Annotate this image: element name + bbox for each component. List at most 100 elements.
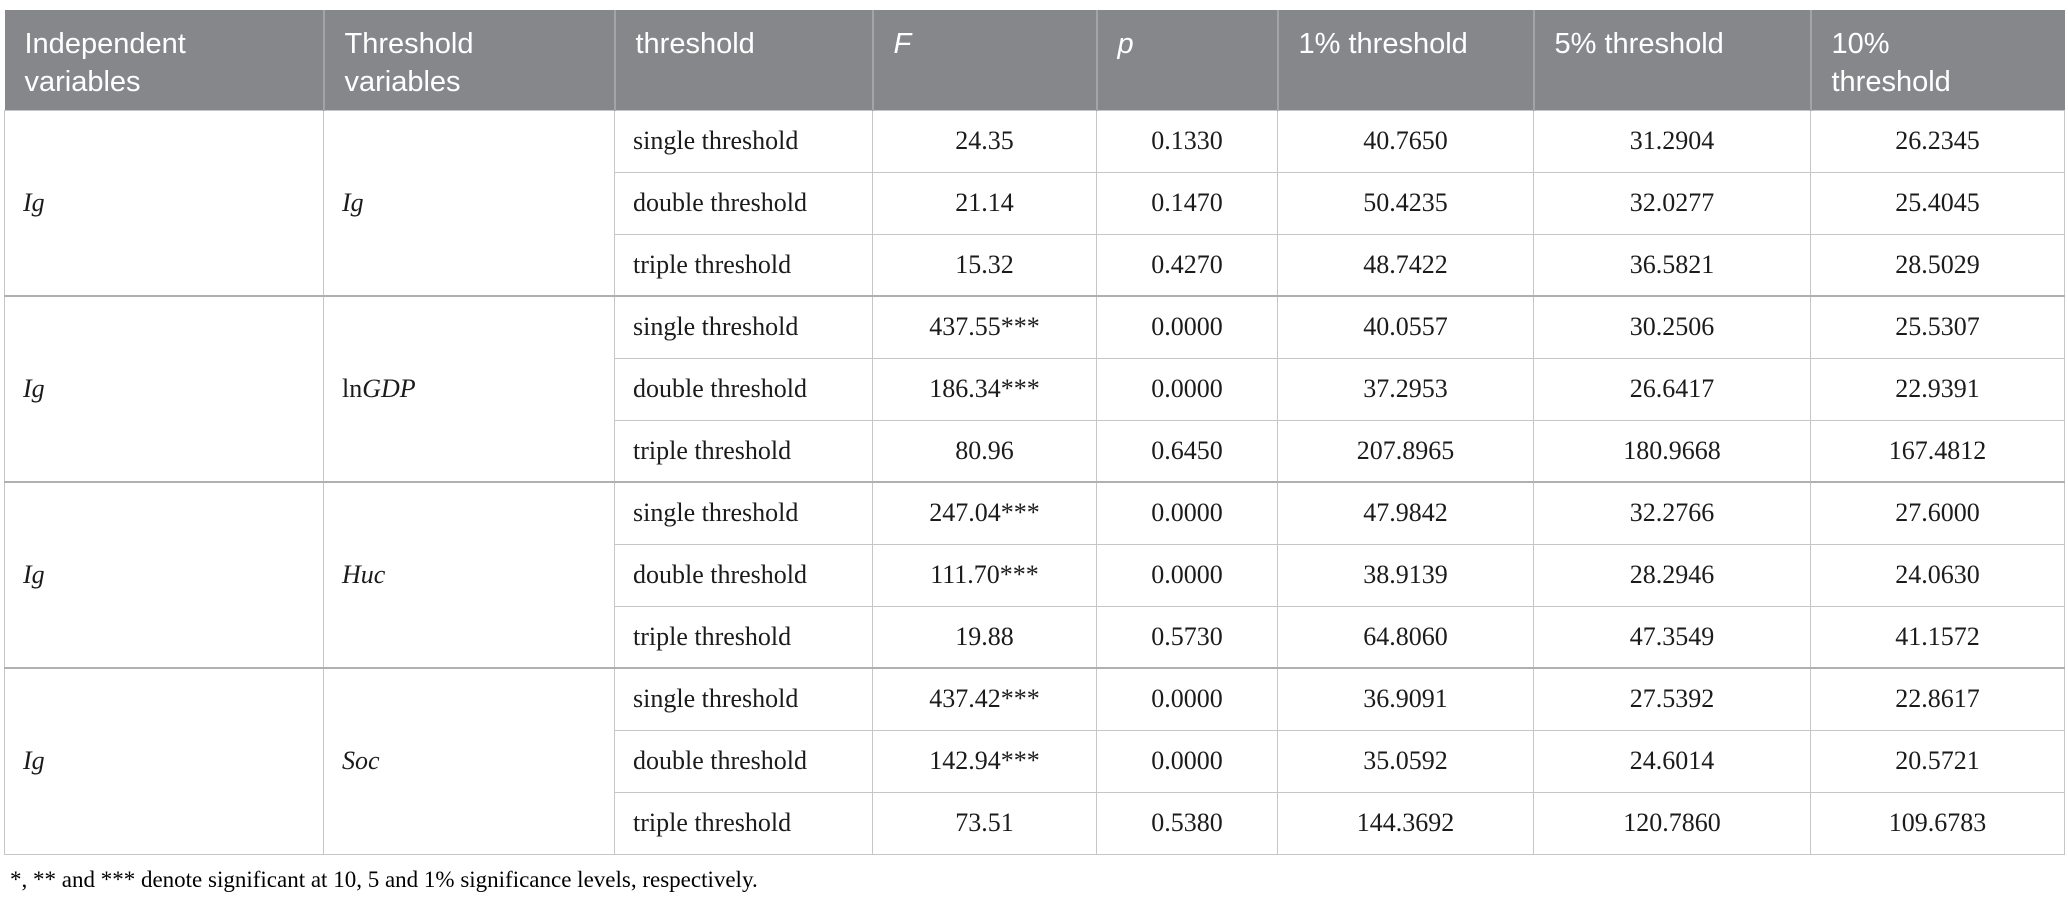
- cell-p-value: 0.0000: [1096, 481, 1278, 545]
- cell-p-value: 0.0000: [1096, 543, 1278, 607]
- cell-p-value: 0.6450: [1096, 419, 1278, 483]
- cell-threshold-10pct: 20.5721: [1810, 729, 2065, 793]
- cell-p-value: 0.0000: [1096, 729, 1278, 793]
- cell-threshold-1pct: 35.0592: [1277, 729, 1534, 793]
- cell-independent-variable: Ig: [4, 295, 324, 483]
- threshold-variable-label: Soc: [342, 746, 380, 776]
- cell-threshold-type: single threshold: [614, 667, 873, 731]
- f-label: F: [893, 28, 912, 60]
- independent-variable-label: Ig: [23, 374, 45, 403]
- cell-f-stat: 186.34***: [872, 357, 1097, 421]
- cell-threshold-10pct: 24.0630: [1810, 543, 2065, 607]
- cell-threshold-5pct: 180.9668: [1533, 419, 1811, 483]
- group-huc: Ig Huc single threshold 247.04*** 0.0000…: [4, 481, 2065, 669]
- cell-threshold-variable: Huc: [323, 481, 615, 669]
- cell-p-value: 0.0000: [1096, 295, 1278, 359]
- group-lngdp: Ig lnGDP single threshold 437.55*** 0.00…: [4, 295, 2065, 483]
- cell-f-stat: 19.88: [872, 605, 1097, 669]
- cell-f-stat: 15.32: [872, 233, 1097, 297]
- cell-threshold-1pct: 144.3692: [1277, 791, 1534, 855]
- col-header-threshold: threshold: [614, 10, 874, 110]
- cell-independent-variable: Ig: [4, 667, 324, 855]
- threshold-effect-table: Independent variables Threshold variable…: [4, 10, 2065, 855]
- table-row: double threshold 142.94*** 0.0000 35.059…: [5, 729, 2065, 793]
- cell-threshold-1pct: 40.7650: [1277, 109, 1534, 173]
- cell-threshold-type: single threshold: [614, 481, 873, 545]
- col-header-5pct-threshold: 5% threshold: [1533, 10, 1812, 110]
- cell-f-stat: 247.04***: [872, 481, 1097, 545]
- cell-threshold-variable: Soc: [323, 667, 615, 855]
- cell-threshold-5pct: 36.5821: [1533, 233, 1811, 297]
- threshold-variable-label: Huc: [342, 560, 386, 589]
- cell-threshold-5pct: 27.5392: [1533, 667, 1811, 731]
- cell-threshold-1pct: 40.0557: [1277, 295, 1534, 359]
- table-row: double threshold 21.14 0.1470 50.4235 32…: [5, 171, 2065, 235]
- cell-threshold-5pct: 47.3549: [1533, 605, 1811, 669]
- table-row: Ig lnGDP single threshold 437.55*** 0.00…: [4, 295, 2065, 483]
- group-ig: Ig Ig single threshold 24.35 0.1330 40.7…: [4, 109, 2065, 297]
- cell-p-value: 0.5730: [1096, 605, 1278, 669]
- cell-threshold-type: double threshold: [614, 729, 873, 793]
- cell-threshold-5pct: 30.2506: [1533, 295, 1811, 359]
- cell-threshold-5pct: 32.2766: [1533, 481, 1811, 545]
- cell-threshold-type: double threshold: [614, 543, 873, 607]
- cell-threshold-5pct: 32.0277: [1533, 171, 1811, 235]
- table-footnote: *, ** and *** denote significant at 10, …: [10, 866, 758, 892]
- cell-threshold-type: double threshold: [614, 357, 873, 421]
- cell-threshold-1pct: 50.4235: [1277, 171, 1534, 235]
- table-row: Ig Huc single threshold 247.04*** 0.0000…: [4, 481, 2065, 669]
- cell-f-stat: 437.55***: [872, 295, 1097, 359]
- cell-f-stat: 437.42***: [872, 667, 1097, 731]
- table-row: triple threshold 73.51 0.5380 144.3692 1…: [5, 791, 2065, 855]
- cell-threshold-type: double threshold: [614, 171, 873, 235]
- cell-threshold-5pct: 28.2946: [1533, 543, 1811, 607]
- cell-threshold-10pct: 25.5307: [1810, 295, 2065, 359]
- independent-variable-label: Ig: [23, 560, 45, 589]
- cell-threshold-1pct: 38.9139: [1277, 543, 1534, 607]
- col-header-10pct-threshold: 10% threshold: [1810, 10, 2065, 110]
- cell-threshold-1pct: 37.2953: [1277, 357, 1534, 421]
- cell-p-value: 0.0000: [1096, 357, 1278, 421]
- cell-threshold-10pct: 28.5029: [1810, 233, 2065, 297]
- threshold-variable-prefix: ln: [342, 374, 363, 403]
- cell-threshold-5pct: 31.2904: [1533, 109, 1811, 173]
- threshold-variable-label: GDP: [362, 374, 416, 403]
- cell-p-value: 0.0000: [1096, 667, 1278, 731]
- independent-variable-label: Ig: [23, 746, 45, 776]
- cell-threshold-1pct: 48.7422: [1277, 233, 1534, 297]
- cell-threshold-1pct: 64.8060: [1277, 605, 1534, 669]
- table-row: triple threshold 19.88 0.5730 64.8060 47…: [5, 605, 2065, 669]
- cell-threshold-5pct: 24.6014: [1533, 729, 1811, 793]
- cell-f-stat: 21.14: [872, 171, 1097, 235]
- cell-threshold-10pct: 109.6783: [1810, 791, 2065, 855]
- cell-threshold-variable: Ig: [323, 109, 615, 297]
- cell-threshold-10pct: 27.6000: [1810, 481, 2065, 545]
- cell-f-stat: 73.51: [872, 791, 1097, 855]
- cell-threshold-10pct: 22.8617: [1810, 667, 2065, 731]
- cell-p-value: 0.1330: [1096, 109, 1278, 173]
- cell-threshold-10pct: 167.4812: [1810, 419, 2065, 483]
- col-header-p-value: p: [1096, 10, 1279, 110]
- threshold-variable-label: Ig: [342, 187, 364, 217]
- cell-threshold-5pct: 26.6417: [1533, 357, 1811, 421]
- col-header-independent-variables: Independent variables: [4, 10, 325, 110]
- table-row: Ig Ig single threshold 24.35 0.1330 40.7…: [4, 109, 2065, 297]
- cell-threshold-1pct: 36.9091: [1277, 667, 1534, 731]
- cell-independent-variable: Ig: [4, 481, 324, 669]
- cell-threshold-10pct: 25.4045: [1810, 171, 2065, 235]
- cell-p-value: 0.5380: [1096, 791, 1278, 855]
- cell-threshold-variable: lnGDP: [323, 295, 615, 483]
- col-header-1pct-threshold: 1% threshold: [1277, 10, 1535, 110]
- group-soc: Ig Soc single threshold 437.42*** 0.0000…: [4, 667, 2065, 855]
- independent-variable-label: Ig: [23, 187, 45, 217]
- cell-f-stat: 111.70***: [872, 543, 1097, 607]
- col-header-threshold-variables: Threshold variables: [323, 10, 616, 110]
- cell-threshold-1pct: 207.8965: [1277, 419, 1534, 483]
- table-row: triple threshold 15.32 0.4270 48.7422 36…: [5, 233, 2065, 297]
- cell-p-value: 0.4270: [1096, 233, 1278, 297]
- cell-threshold-type: triple threshold: [614, 419, 873, 483]
- p-label: p: [1117, 28, 1134, 60]
- cell-threshold-type: single threshold: [614, 295, 873, 359]
- cell-threshold-10pct: 41.1572: [1810, 605, 2065, 669]
- table-row: double threshold 111.70*** 0.0000 38.913…: [5, 543, 2065, 607]
